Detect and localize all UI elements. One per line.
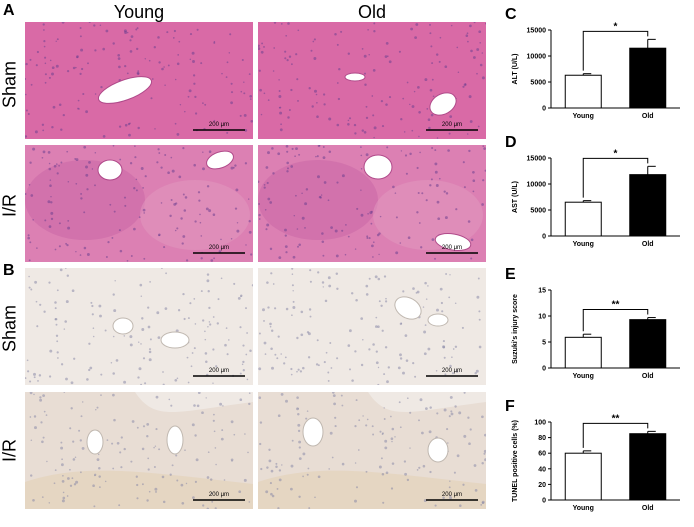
chart-e-ytick-label: 10 xyxy=(538,314,546,321)
chart-d-ytick-label: 15000 xyxy=(527,156,547,163)
chart-d-ytick-label: 5000 xyxy=(530,208,546,215)
micrograph-ir-old-he: 200 μm xyxy=(258,145,486,262)
row-label-sham-he: Sham xyxy=(0,60,20,109)
chart-f-ytick-label: 80 xyxy=(538,435,546,442)
scale-bar-label: 200 μm xyxy=(209,368,229,374)
panel-letter-b: B xyxy=(3,262,15,279)
chart-f-tunel: TUNEL positive cells (%) 0 20 40 60 80 100 Youn… xyxy=(505,412,690,527)
micrograph-ir-old-ihc: 200 μm xyxy=(258,392,486,509)
chart-f-ytick-label: 40 xyxy=(538,466,546,473)
chart-f-significance-bracket xyxy=(582,422,649,448)
chart-f-ytick-label: 60 xyxy=(538,451,546,458)
panel-letter-e: E xyxy=(505,266,516,283)
chart-e-suzuki: Suzuki's injury score 0 5 10 15 Young Old ** xyxy=(505,280,690,395)
chart-c-ytick-label: 10000 xyxy=(527,54,547,61)
micrograph-sham-young-ihc: 200 μm xyxy=(25,268,253,385)
chart-e-ylabel: Suzuki's injury score xyxy=(512,294,519,364)
chart-c-ytick-label: 0 xyxy=(542,106,546,113)
chart-d-significance-label: * xyxy=(614,148,618,159)
chart-e-significance-label: ** xyxy=(612,300,620,311)
panel-letter-a: A xyxy=(3,2,15,19)
scale-bar-label: 200 μm xyxy=(209,492,229,498)
row-label-ir-he: I/R xyxy=(0,194,20,218)
chart-f-bar-young xyxy=(564,452,602,501)
chart-c-bar-young xyxy=(564,74,602,109)
chart-f-ytick-label: 0 xyxy=(542,498,546,505)
panel-letter-f: F xyxy=(505,398,515,415)
chart-e-bar-old xyxy=(629,319,667,369)
chart-f-significance-label: ** xyxy=(612,413,620,424)
chart-d-category-label: Old xyxy=(642,241,654,248)
chart-c-significance-bracket xyxy=(582,30,649,71)
micrograph-ir-young-ihc: 200 μm xyxy=(25,392,253,509)
chart-f-ytick-label: 100 xyxy=(534,420,546,427)
chart-c-ytick-label: 15000 xyxy=(527,28,547,35)
chart-f-bar-old xyxy=(629,433,667,501)
chart-d-bar-young xyxy=(564,201,602,237)
chart-f-category-label: Young xyxy=(573,505,594,512)
chart-e-category-label: Young xyxy=(573,373,594,380)
column-header-young: Young xyxy=(113,2,165,22)
panel-letter-d: D xyxy=(505,134,517,151)
scale-bar-label: 200 μm xyxy=(442,492,462,498)
chart-e-ytick-label: 5 xyxy=(542,340,546,347)
micrograph-sham-old-ihc: 200 μm xyxy=(258,268,486,385)
panel-letter-c: C xyxy=(505,6,517,23)
chart-c-category-label: Young xyxy=(573,113,594,120)
chart-e-significance-bracket xyxy=(582,309,649,332)
chart-e-category-label: Old xyxy=(642,373,654,380)
micrograph-sham-old-he: 200 μm xyxy=(258,22,486,139)
scale-bar-label: 200 μm xyxy=(209,245,229,251)
scale-bar-label: 200 μm xyxy=(442,122,462,128)
chart-e-ytick-label: 15 xyxy=(538,288,546,295)
micrograph-sham-young-he: 200 μm xyxy=(25,22,253,139)
chart-d-ylabel: AST (U/L) xyxy=(512,181,519,213)
column-header-old: Old xyxy=(357,2,386,22)
chart-d-bar-old xyxy=(629,174,667,237)
chart-e-bar-young xyxy=(564,336,602,369)
chart-f-category-label: Old xyxy=(642,505,654,512)
micrograph-ir-young-he: 200 μm xyxy=(25,145,253,262)
chart-c-ylabel: ALT (U/L) xyxy=(512,54,519,85)
row-label-ir-ihc: I/R xyxy=(0,439,20,463)
chart-c-bar-old xyxy=(629,47,667,109)
chart-f-ytick-label: 20 xyxy=(538,482,546,489)
scale-bar-label: 200 μm xyxy=(442,368,462,374)
chart-c-category-label: Old xyxy=(642,113,654,120)
chart-e-ytick-label: 0 xyxy=(542,366,546,373)
chart-f-ylabel: TUNEL positive cells (%) xyxy=(512,420,519,502)
chart-d-ytick-label: 0 xyxy=(542,234,546,241)
chart-d-category-label: Young xyxy=(573,241,594,248)
row-label-sham-ihc: Sham xyxy=(0,304,20,353)
chart-d-significance-bracket xyxy=(582,157,649,198)
scale-bar-label: 200 μm xyxy=(442,245,462,251)
chart-c-significance-label: * xyxy=(614,21,618,32)
chart-c-alt: ALT (U/L) 0 5000 10000 15000 Young Old * xyxy=(505,20,690,135)
chart-c-ytick-label: 5000 xyxy=(530,80,546,87)
scale-bar-label: 200 μm xyxy=(209,122,229,128)
chart-d-ast: AST (U/L) 0 5000 10000 15000 Young Old * xyxy=(505,148,690,263)
chart-d-ytick-label: 10000 xyxy=(527,182,547,189)
